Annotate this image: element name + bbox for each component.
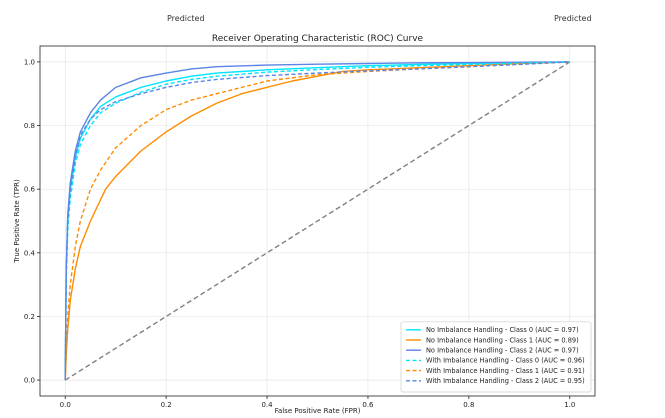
x-tick-label: 0.4 — [261, 401, 273, 409]
x-tick-label: 1.0 — [564, 401, 575, 409]
y-tick-label: 0.4 — [24, 249, 36, 257]
ticks: 0.0 0.2 0.4 0.6 0.8 1.0 0.0 0.2 0.4 0.6 0.8 1.0 — [24, 58, 575, 409]
x-tick-label: 0.0 — [60, 401, 71, 409]
legend-entry: No Imbalance Handling - Class 0 (AUC = 0… — [426, 326, 579, 334]
legend-box — [400, 321, 592, 393]
diagonal-layer — [64, 61, 571, 381]
x-axis-label: False Positive Rate (FPR) — [275, 407, 361, 415]
y-tick-label: 0.6 — [24, 186, 36, 194]
y-tick-label: 0.2 — [24, 313, 35, 321]
chart-title: Receiver Operating Characteristic (ROC) … — [212, 34, 424, 44]
x-tick-label: 0.8 — [463, 401, 474, 409]
x-tick-label: 0.2 — [161, 401, 172, 409]
roc-curve-series-3 — [64, 61, 570, 381]
legend-entry: With Imbalance Handling - Class 0 (AUC =… — [426, 357, 585, 365]
y-tick-label: 1.0 — [24, 58, 35, 66]
plot-frame — [39, 45, 596, 397]
roc-curve-series-5 — [64, 61, 570, 381]
y-tick-label: 0.0 — [24, 377, 35, 385]
y-tick-label: 0.8 — [24, 122, 35, 130]
random-classifier-diagonal — [64, 61, 571, 381]
legend-entry: No Imbalance Handling - Class 2 (AUC = 0… — [426, 347, 579, 355]
legend: No Imbalance Handling - Class 0 (AUC = 0… — [400, 321, 592, 393]
legend-entry: With Imbalance Handling - Class 2 (AUC =… — [426, 377, 585, 385]
header-fragment-left: Predicted — [167, 14, 205, 23]
legend-entry: No Imbalance Handling - Class 1 (AUC = 0… — [426, 336, 579, 344]
x-tick-label: 0.6 — [362, 401, 374, 409]
roc-curve-series-2 — [64, 61, 570, 381]
y-axis-label: True Positive Rate (TPR) — [13, 179, 21, 264]
series-layer — [64, 61, 570, 381]
roc-curve-series-1 — [64, 61, 570, 381]
header-fragment-right: Predicted — [554, 14, 592, 23]
legend-entry: With Imbalance Handling - Class 1 (AUC =… — [426, 367, 585, 375]
